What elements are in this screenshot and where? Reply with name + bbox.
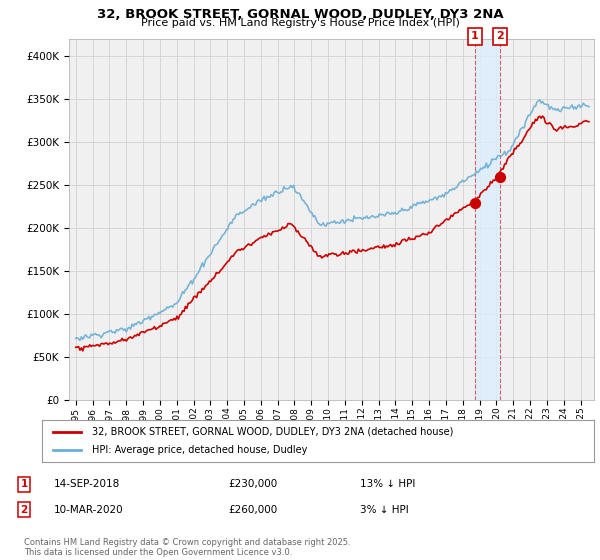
- Text: 13% ↓ HPI: 13% ↓ HPI: [360, 479, 415, 489]
- Point: [470, 198, 479, 207]
- Text: Price paid vs. HM Land Registry's House Price Index (HPI): Price paid vs. HM Land Registry's House …: [140, 18, 460, 28]
- Text: 32, BROOK STREET, GORNAL WOOD, DUDLEY, DY3 2NA: 32, BROOK STREET, GORNAL WOOD, DUDLEY, D…: [97, 8, 503, 21]
- Bar: [475, 39, 500, 400]
- Text: 2: 2: [20, 505, 28, 515]
- Text: 2: 2: [496, 31, 503, 41]
- Text: 3% ↓ HPI: 3% ↓ HPI: [360, 505, 409, 515]
- Text: HPI: Average price, detached house, Dudley: HPI: Average price, detached house, Dudl…: [92, 445, 307, 455]
- Text: £260,000: £260,000: [228, 505, 277, 515]
- Text: 10-MAR-2020: 10-MAR-2020: [54, 505, 124, 515]
- Text: 32, BROOK STREET, GORNAL WOOD, DUDLEY, DY3 2NA (detached house): 32, BROOK STREET, GORNAL WOOD, DUDLEY, D…: [92, 427, 453, 437]
- Text: 1: 1: [471, 31, 479, 41]
- Text: £230,000: £230,000: [228, 479, 277, 489]
- Point: [495, 172, 505, 181]
- Text: 14-SEP-2018: 14-SEP-2018: [54, 479, 120, 489]
- Text: Contains HM Land Registry data © Crown copyright and database right 2025.
This d: Contains HM Land Registry data © Crown c…: [24, 538, 350, 557]
- Text: 1: 1: [20, 479, 28, 489]
